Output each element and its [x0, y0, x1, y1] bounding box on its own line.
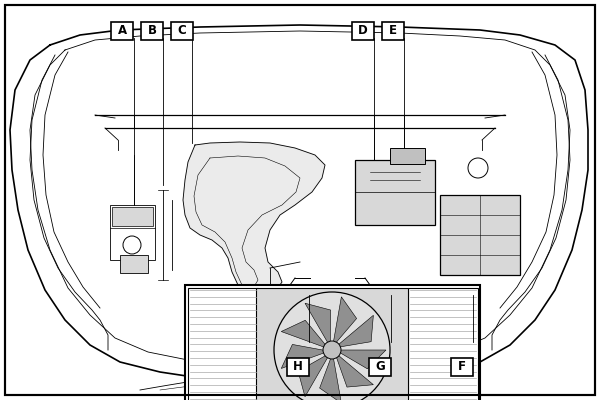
Bar — [352, 22, 374, 40]
Text: D: D — [358, 24, 368, 38]
Text: F: F — [458, 360, 466, 374]
Text: G: G — [375, 360, 385, 374]
Bar — [408, 288, 478, 400]
Polygon shape — [183, 142, 325, 298]
Bar — [355, 160, 435, 225]
Bar — [382, 22, 404, 40]
Bar — [256, 288, 408, 400]
Bar — [451, 358, 473, 376]
Bar — [141, 22, 163, 40]
Bar — [111, 22, 133, 40]
Bar — [287, 358, 309, 376]
Circle shape — [274, 292, 390, 400]
Bar — [390, 148, 425, 164]
Bar — [185, 285, 480, 400]
Polygon shape — [298, 355, 328, 397]
Bar — [110, 205, 155, 260]
Bar — [171, 22, 193, 40]
Bar — [188, 288, 258, 400]
Text: B: B — [148, 24, 157, 38]
Bar — [440, 195, 520, 275]
Polygon shape — [305, 303, 331, 343]
Polygon shape — [334, 297, 356, 343]
Text: H: H — [293, 360, 303, 374]
Polygon shape — [338, 315, 373, 347]
Text: E: E — [389, 24, 397, 38]
Text: C: C — [178, 24, 187, 38]
Polygon shape — [340, 350, 386, 369]
Circle shape — [323, 341, 341, 359]
Bar — [112, 207, 153, 226]
Bar — [120, 255, 148, 273]
Text: A: A — [118, 24, 127, 38]
Bar — [369, 358, 391, 376]
Polygon shape — [281, 344, 325, 368]
Polygon shape — [281, 320, 326, 347]
Polygon shape — [320, 358, 341, 400]
Polygon shape — [336, 355, 373, 387]
